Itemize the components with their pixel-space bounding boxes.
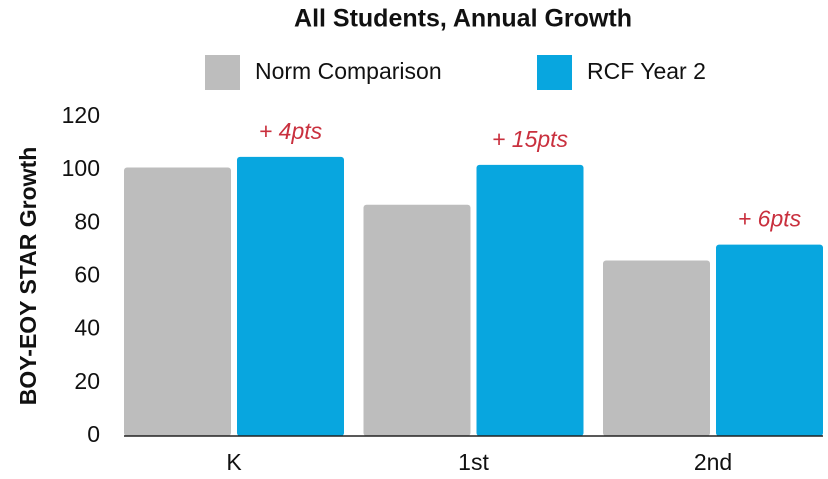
y-tick-label: 60 [74,262,100,288]
x-tick-label: 1st [458,449,489,475]
bar [363,204,471,436]
y-tick-label: 20 [74,368,100,394]
bar [124,167,231,436]
y-tick-label: 40 [74,315,100,341]
y-axis-label: BOY-EOY STAR Growth [15,147,41,406]
y-tick-label: 80 [74,208,100,234]
annotation: + 6pts [738,206,802,232]
annotation: + 15pts [492,126,569,152]
legend-swatch [205,55,240,90]
annotation: + 4pts [259,118,323,144]
x-tick-label: K [226,449,242,475]
legend-label: RCF Year 2 [587,58,706,84]
bar [603,260,710,436]
bar [237,156,344,436]
bar [476,164,584,436]
bar [716,244,823,436]
chart-title: All Students, Annual Growth [294,5,632,33]
y-tick-label: 100 [62,155,100,181]
legend-swatch [537,55,572,90]
y-tick-label: 120 [62,102,100,128]
x-tick-label: 2nd [694,449,732,475]
y-tick-label: 0 [87,421,100,447]
legend-label: Norm Comparison [255,58,442,84]
